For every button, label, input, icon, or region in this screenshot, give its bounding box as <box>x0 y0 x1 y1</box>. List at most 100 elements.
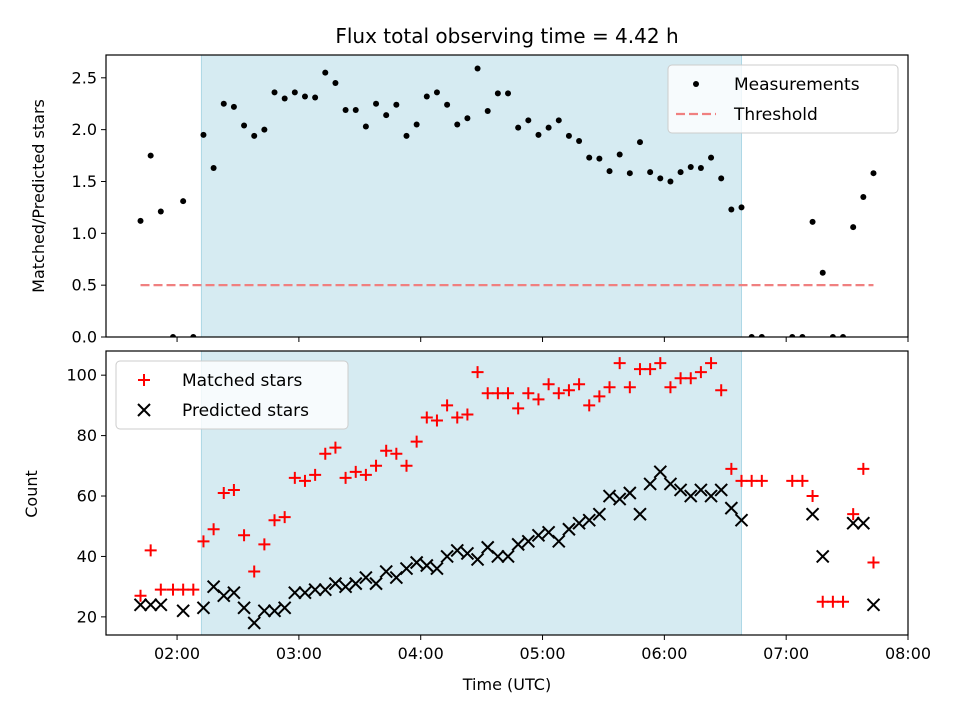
predicted-star-point <box>673 483 688 497</box>
matched-star-point <box>694 366 707 379</box>
matched-star-point <box>613 357 626 370</box>
measurement-point <box>494 90 501 97</box>
predicted-star-point <box>154 598 168 612</box>
legend: Measurements Threshold <box>667 64 899 134</box>
measurement-point <box>555 117 562 124</box>
matched-star-point <box>400 459 413 472</box>
y-tick-label: 2.0 <box>72 120 97 139</box>
predicted-star-point <box>501 549 515 564</box>
measurement-point <box>444 101 451 108</box>
legend-label: Measurements <box>734 75 860 95</box>
matched-star-point <box>154 583 167 596</box>
predicted-star-point <box>217 589 231 603</box>
y-tick-label: 40 <box>77 547 97 566</box>
matched-star-point <box>857 462 870 475</box>
measurement-point <box>373 100 380 107</box>
matched-star-point <box>664 381 677 394</box>
matched-star-point <box>471 366 484 379</box>
measurement-point <box>515 124 522 131</box>
measurement-point <box>362 123 369 130</box>
measurement-point <box>738 204 745 211</box>
measurement-point <box>789 334 796 337</box>
predicted-star-point <box>176 604 190 618</box>
legend: Matched stars Predicted stars <box>115 360 349 430</box>
matched-star-point <box>481 387 494 400</box>
predicted-star-point <box>816 549 830 564</box>
measurement-point <box>454 121 461 128</box>
measurement-point <box>413 121 420 128</box>
matched-star-point <box>430 414 443 427</box>
matched-star-point <box>491 387 504 400</box>
predicted-star-point <box>592 507 607 521</box>
predicted-star-point <box>653 465 668 479</box>
matched-star-point <box>867 556 880 569</box>
matched-star-point <box>380 444 393 457</box>
predicted-star-point <box>143 598 158 612</box>
measurement-point <box>809 218 816 225</box>
matched-star-point <box>298 474 311 487</box>
predicted-star-point <box>440 549 454 564</box>
predicted-star-point <box>612 492 627 506</box>
measurement-point <box>850 224 857 231</box>
x-tick-label: 07:00 <box>763 644 809 663</box>
measurement-point <box>474 65 481 72</box>
measurement-point <box>383 112 390 119</box>
y-tick-label: 1.0 <box>72 224 97 243</box>
matched-star-point <box>502 387 515 400</box>
matched-star-point <box>167 583 180 596</box>
matched-star-point <box>735 474 748 487</box>
matched-star-point <box>319 447 332 460</box>
matched-star-point <box>144 544 157 557</box>
matched-star-point <box>603 381 616 394</box>
predicted-star-point <box>369 576 383 591</box>
x-tick-label: 06:00 <box>641 644 687 663</box>
matched-star-point <box>623 381 636 394</box>
measurement-point <box>576 138 583 145</box>
measurement-point <box>596 155 603 162</box>
matched-star-point <box>633 363 646 376</box>
matched-star-point <box>837 595 850 608</box>
measurement-point <box>281 95 288 102</box>
top-y-axis-label: Matched/Predicted stars <box>29 99 48 293</box>
matched-star-point <box>288 471 301 484</box>
top-panel: 0.0 0.5 1.0 1.5 2.0 2.5 Measurements Threshold <box>72 54 909 347</box>
measurement-point <box>157 208 164 215</box>
matched-star-point <box>674 372 687 385</box>
measurement-point <box>636 139 643 146</box>
matched-star-point <box>177 583 190 596</box>
predicted-star-point <box>257 604 272 618</box>
matched-star-point <box>552 387 565 400</box>
predicted-star-point <box>133 598 148 612</box>
measurement-point <box>484 107 491 114</box>
measurement-point <box>565 132 572 139</box>
legend-plus-icon <box>138 374 150 386</box>
y-tick-label: 0.5 <box>72 276 97 295</box>
predicted-star-point <box>267 604 282 618</box>
measurement-point <box>342 106 349 113</box>
predicted-star-point <box>856 516 871 530</box>
measurement-point <box>616 151 623 158</box>
bottom-y-axis-label: Count <box>22 470 41 518</box>
axes-frame <box>105 54 909 338</box>
measurement-point <box>697 165 704 172</box>
matched-star-point <box>573 378 586 391</box>
predicted-star-point <box>724 501 739 515</box>
bottom-panel: 20 40 60 80 100 02:00 03:00 04:00 05:00 06:00 07:0… <box>66 350 931 663</box>
y-tick-label: 2.5 <box>72 68 97 87</box>
matched-star-point <box>593 390 606 403</box>
matched-star-point <box>826 595 839 608</box>
matched-star-point <box>207 523 220 536</box>
matched-star-point <box>278 511 291 524</box>
predicted-star-point <box>531 528 546 543</box>
measurement-point <box>332 79 339 86</box>
predicted-star-point <box>470 552 485 567</box>
measurement-point <box>200 131 207 138</box>
matched-star-point <box>248 565 261 578</box>
predicted-star-point <box>552 534 566 549</box>
predicted-star-point <box>430 561 444 576</box>
matched-star-point <box>451 411 464 424</box>
matched-star-point <box>532 393 545 406</box>
measurement-point <box>819 269 826 276</box>
predicted-star-point <box>511 537 525 552</box>
measurement-point <box>251 132 258 139</box>
